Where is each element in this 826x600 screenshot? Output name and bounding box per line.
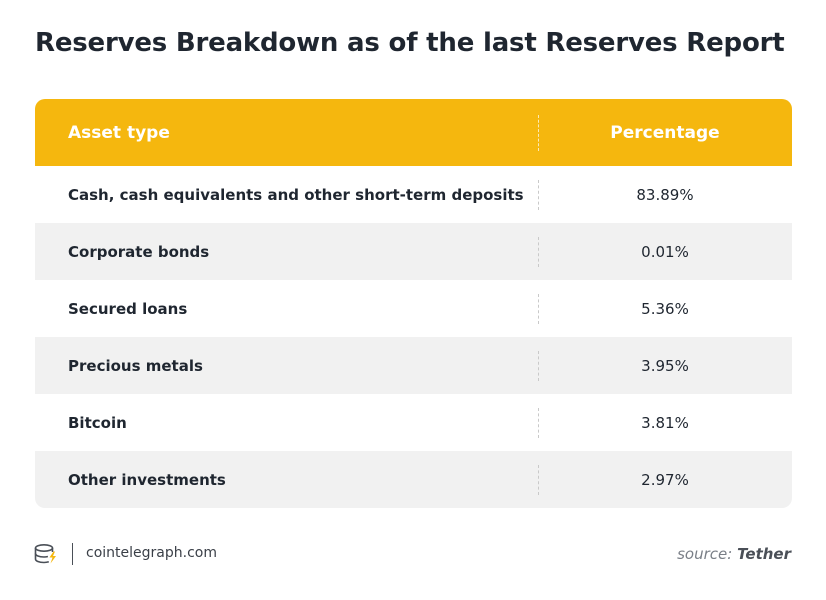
table-row: Corporate bonds 0.01% — [35, 223, 792, 280]
table-row: Other investments 2.97% — [35, 451, 792, 508]
percentage-cell: 3.81% — [641, 413, 689, 432]
percentage-cell: 3.95% — [641, 356, 689, 375]
asset-type-cell: Bitcoin — [68, 413, 127, 432]
column-divider — [538, 179, 539, 210]
column-divider — [538, 407, 539, 438]
table-header-row: Asset type Percentage — [35, 99, 792, 166]
asset-type-cell: Cash, cash equivalents and other short-t… — [68, 185, 524, 204]
source-credit: source: Tether — [677, 545, 791, 563]
header-percentage: Percentage — [610, 122, 720, 143]
header-asset-type: Asset type — [68, 122, 170, 143]
percentage-cell: 83.89% — [636, 185, 694, 204]
table-row: Secured loans 5.36% — [35, 280, 792, 337]
asset-type-cell: Corporate bonds — [68, 242, 210, 261]
cointelegraph-logo-icon[interactable] — [34, 543, 58, 565]
column-divider — [538, 236, 539, 267]
source-label: source: — [677, 545, 733, 563]
column-divider — [538, 293, 539, 324]
footer-separator — [72, 543, 73, 565]
page-title: Reserves Breakdown as of the last Reserv… — [35, 28, 785, 58]
percentage-cell: 0.01% — [641, 242, 689, 261]
cointelegraph-link[interactable]: cointelegraph.com — [86, 545, 217, 561]
asset-type-cell: Other investments — [68, 470, 226, 489]
asset-type-cell: Secured loans — [68, 299, 188, 318]
reserves-table: Asset type Percentage Cash, cash equival… — [35, 99, 792, 508]
source-name: Tether — [737, 545, 791, 563]
column-divider — [538, 114, 539, 151]
table-row: Bitcoin 3.81% — [35, 394, 792, 451]
table-row: Cash, cash equivalents and other short-t… — [35, 166, 792, 223]
column-divider — [538, 464, 539, 495]
column-divider — [538, 350, 539, 381]
percentage-cell: 2.97% — [641, 470, 689, 489]
asset-type-cell: Precious metals — [68, 356, 203, 375]
percentage-cell: 5.36% — [641, 299, 689, 318]
table-row: Precious metals 3.95% — [35, 337, 792, 394]
